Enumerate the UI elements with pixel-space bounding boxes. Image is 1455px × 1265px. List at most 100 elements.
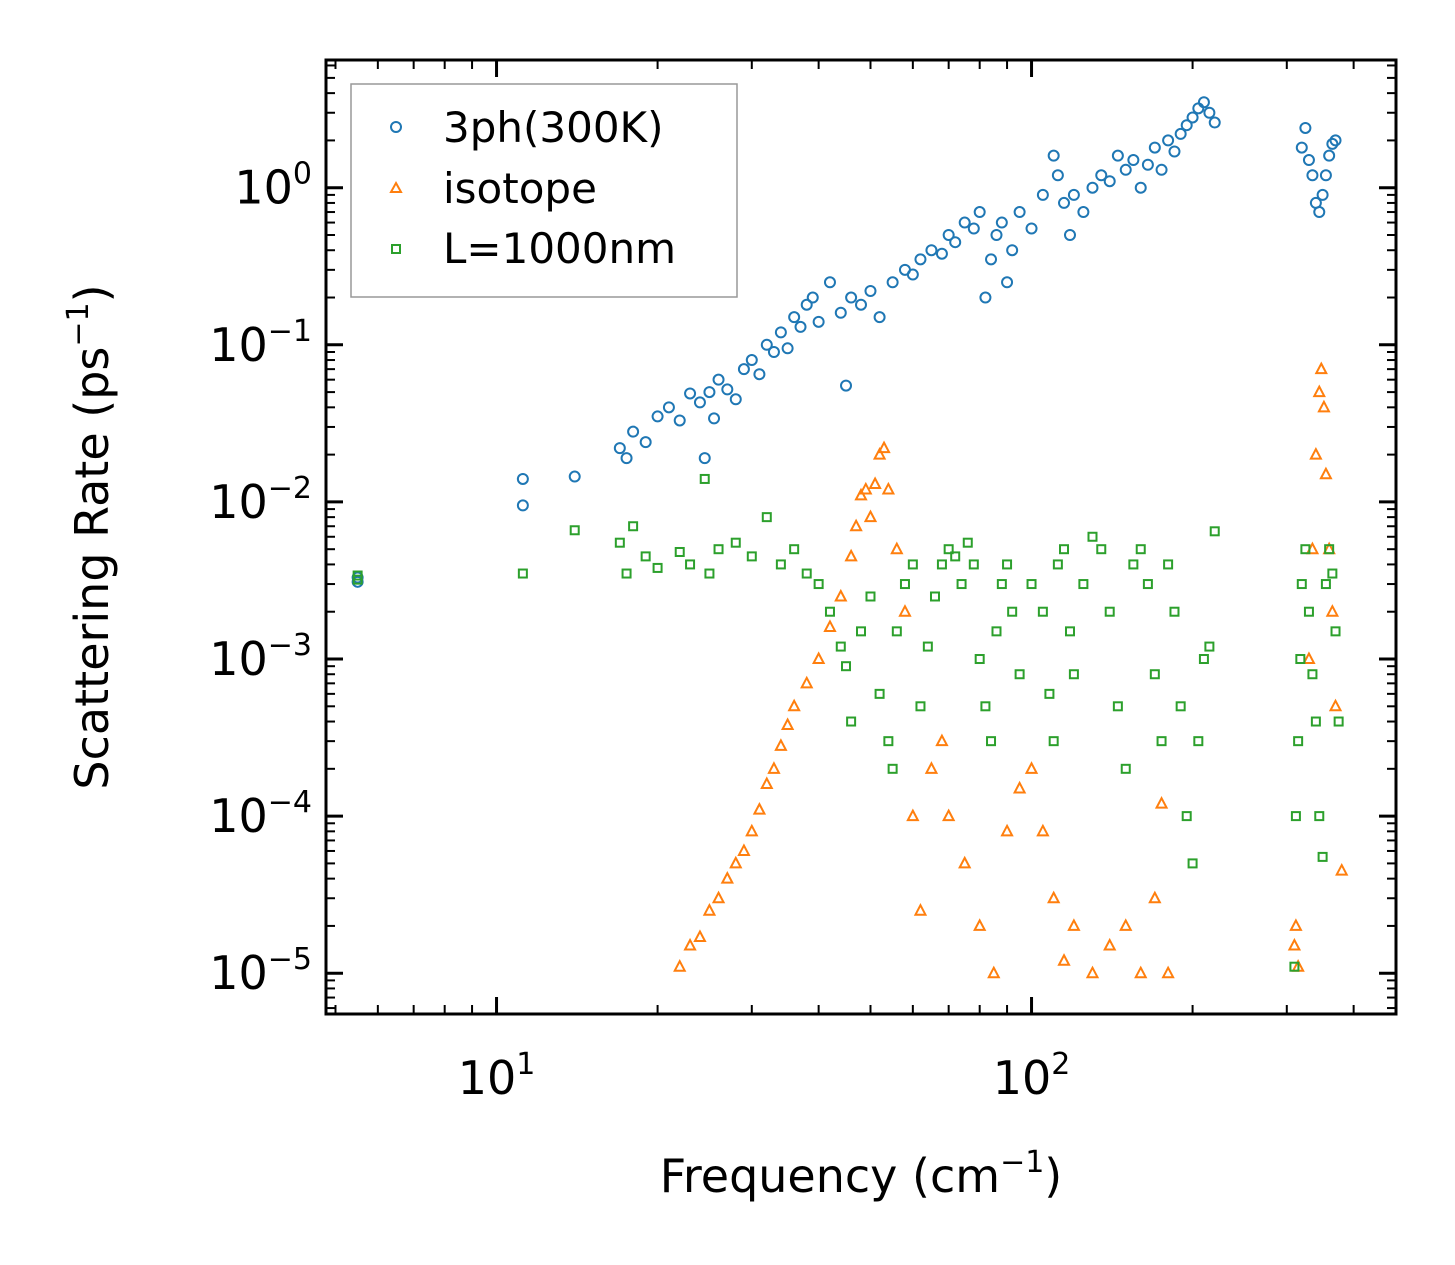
data-point-series-1	[1319, 466, 1333, 480]
data-point-series-0	[721, 383, 734, 396]
data-point-series-2	[1087, 531, 1098, 542]
data-point-series-1	[823, 619, 837, 632]
legend-box	[350, 83, 738, 298]
data-point-series-1	[1328, 698, 1343, 712]
data-point-series-0	[1168, 145, 1181, 158]
data-point-series-1	[854, 487, 868, 501]
data-point-series-0	[753, 368, 766, 381]
data-point-series-2	[907, 559, 918, 570]
y-axis-title-text: Scattering Rate (ps	[65, 347, 119, 790]
x-axis-title-close: )	[1044, 1149, 1062, 1203]
data-point-series-1	[1024, 761, 1039, 774]
data-point-series-1	[1036, 823, 1050, 837]
data-point-series-2	[1068, 669, 1079, 680]
data-point-series-2	[730, 537, 741, 548]
data-point-series-2	[352, 574, 363, 585]
data-point-series-2	[1198, 654, 1209, 665]
data-point-series-2	[1078, 579, 1089, 590]
data-point-series-2	[1307, 669, 1318, 680]
data-point-series-1	[958, 855, 972, 869]
data-point-series-1	[702, 903, 717, 916]
y-tick-label: 10−3	[209, 628, 312, 686]
data-point-series-1	[859, 481, 873, 495]
data-point-series-1	[890, 541, 904, 555]
data-point-series-0	[864, 285, 877, 298]
data-point-series-2	[1289, 961, 1300, 972]
data-point-series-2	[699, 473, 710, 484]
data-point-series-1	[973, 918, 987, 931]
data-point-series-2	[929, 591, 940, 602]
y-tick-label: 10−4	[209, 785, 312, 843]
data-point-series-1	[1287, 937, 1302, 951]
data-point-series-2	[1149, 669, 1160, 680]
data-point-series-2	[974, 654, 985, 665]
data-point-series-2	[1204, 641, 1215, 652]
data-point-series-1	[711, 890, 726, 904]
data-point-series-2	[1142, 579, 1153, 590]
data-point-series-0	[568, 470, 581, 483]
data-point-series-0	[1013, 206, 1026, 219]
data-point-series-2	[1096, 544, 1107, 555]
data-point-series-0	[834, 306, 847, 319]
data-point-series-1	[872, 446, 887, 460]
data-point-series-0	[712, 373, 725, 386]
data-point-series-0	[886, 276, 899, 289]
data-point-series-1	[729, 855, 743, 869]
y-tick-label: 10−5	[209, 942, 312, 1000]
data-point-series-0	[979, 291, 992, 304]
data-point-series-1	[1161, 965, 1175, 979]
data-point-series-1	[935, 733, 949, 747]
data-point-series-2	[1163, 559, 1174, 570]
data-point-series-2	[640, 551, 651, 562]
data-point-series-2	[1330, 626, 1341, 637]
data-point-series-2	[704, 568, 715, 579]
data-point-series-0	[708, 412, 721, 425]
data-point-series-1	[1057, 953, 1071, 966]
data-point-series-1	[1154, 796, 1169, 809]
data-point-series-2	[789, 544, 800, 555]
data-point-series-2	[996, 579, 1007, 590]
data-point-series-0	[1192, 102, 1205, 115]
data-point-series-2	[1048, 736, 1059, 747]
data-point-series-0	[1001, 276, 1014, 289]
data-point-series-0	[990, 229, 1003, 242]
data-point-series-0	[1313, 206, 1326, 219]
data-point-series-1	[1325, 604, 1340, 617]
data-point-series-2	[517, 568, 528, 579]
data-point-series-0	[662, 401, 675, 414]
data-point-series-1	[1000, 823, 1014, 837]
data-point-series-0	[1103, 175, 1116, 188]
legend-marker-3ph	[390, 121, 402, 133]
data-point-series-1	[1085, 965, 1100, 979]
data-point-series-2	[674, 546, 685, 557]
data-point-series-0	[788, 311, 801, 324]
legend-label-3ph: 3ph(300K)	[443, 103, 663, 152]
data-point-series-0	[1155, 163, 1168, 176]
data-point-series-0	[1111, 149, 1124, 162]
data-point-series-2	[887, 763, 898, 774]
data-point-series-0	[1095, 169, 1108, 182]
data-point-series-2	[801, 568, 812, 579]
legend-label-boundary: L=1000nm	[443, 224, 676, 273]
data-point-series-0	[737, 363, 750, 376]
data-point-series-1	[868, 476, 882, 490]
data-point-series-0	[958, 216, 971, 229]
data-point-series-0	[1302, 154, 1315, 167]
legend-marker-boundary	[391, 244, 401, 254]
data-point-series-0	[781, 342, 794, 355]
data-point-series-1	[774, 738, 788, 751]
data-point-series-2	[1175, 701, 1186, 712]
data-point-series-1	[1067, 918, 1081, 931]
x-axis-title: Frequency (cm−1)	[660, 1145, 1063, 1203]
data-point-series-2	[1112, 701, 1123, 712]
data-point-series-0	[684, 387, 697, 400]
y-tick-label: 100	[234, 157, 312, 215]
data-point-series-0	[812, 315, 825, 328]
data-point-series-2	[1310, 716, 1321, 727]
data-point-series-2	[1320, 579, 1331, 590]
data-point-series-1	[1309, 446, 1323, 460]
data-point-series-0	[1180, 119, 1193, 132]
data-point-series-1	[693, 929, 707, 943]
data-point-series-0	[1058, 196, 1071, 209]
